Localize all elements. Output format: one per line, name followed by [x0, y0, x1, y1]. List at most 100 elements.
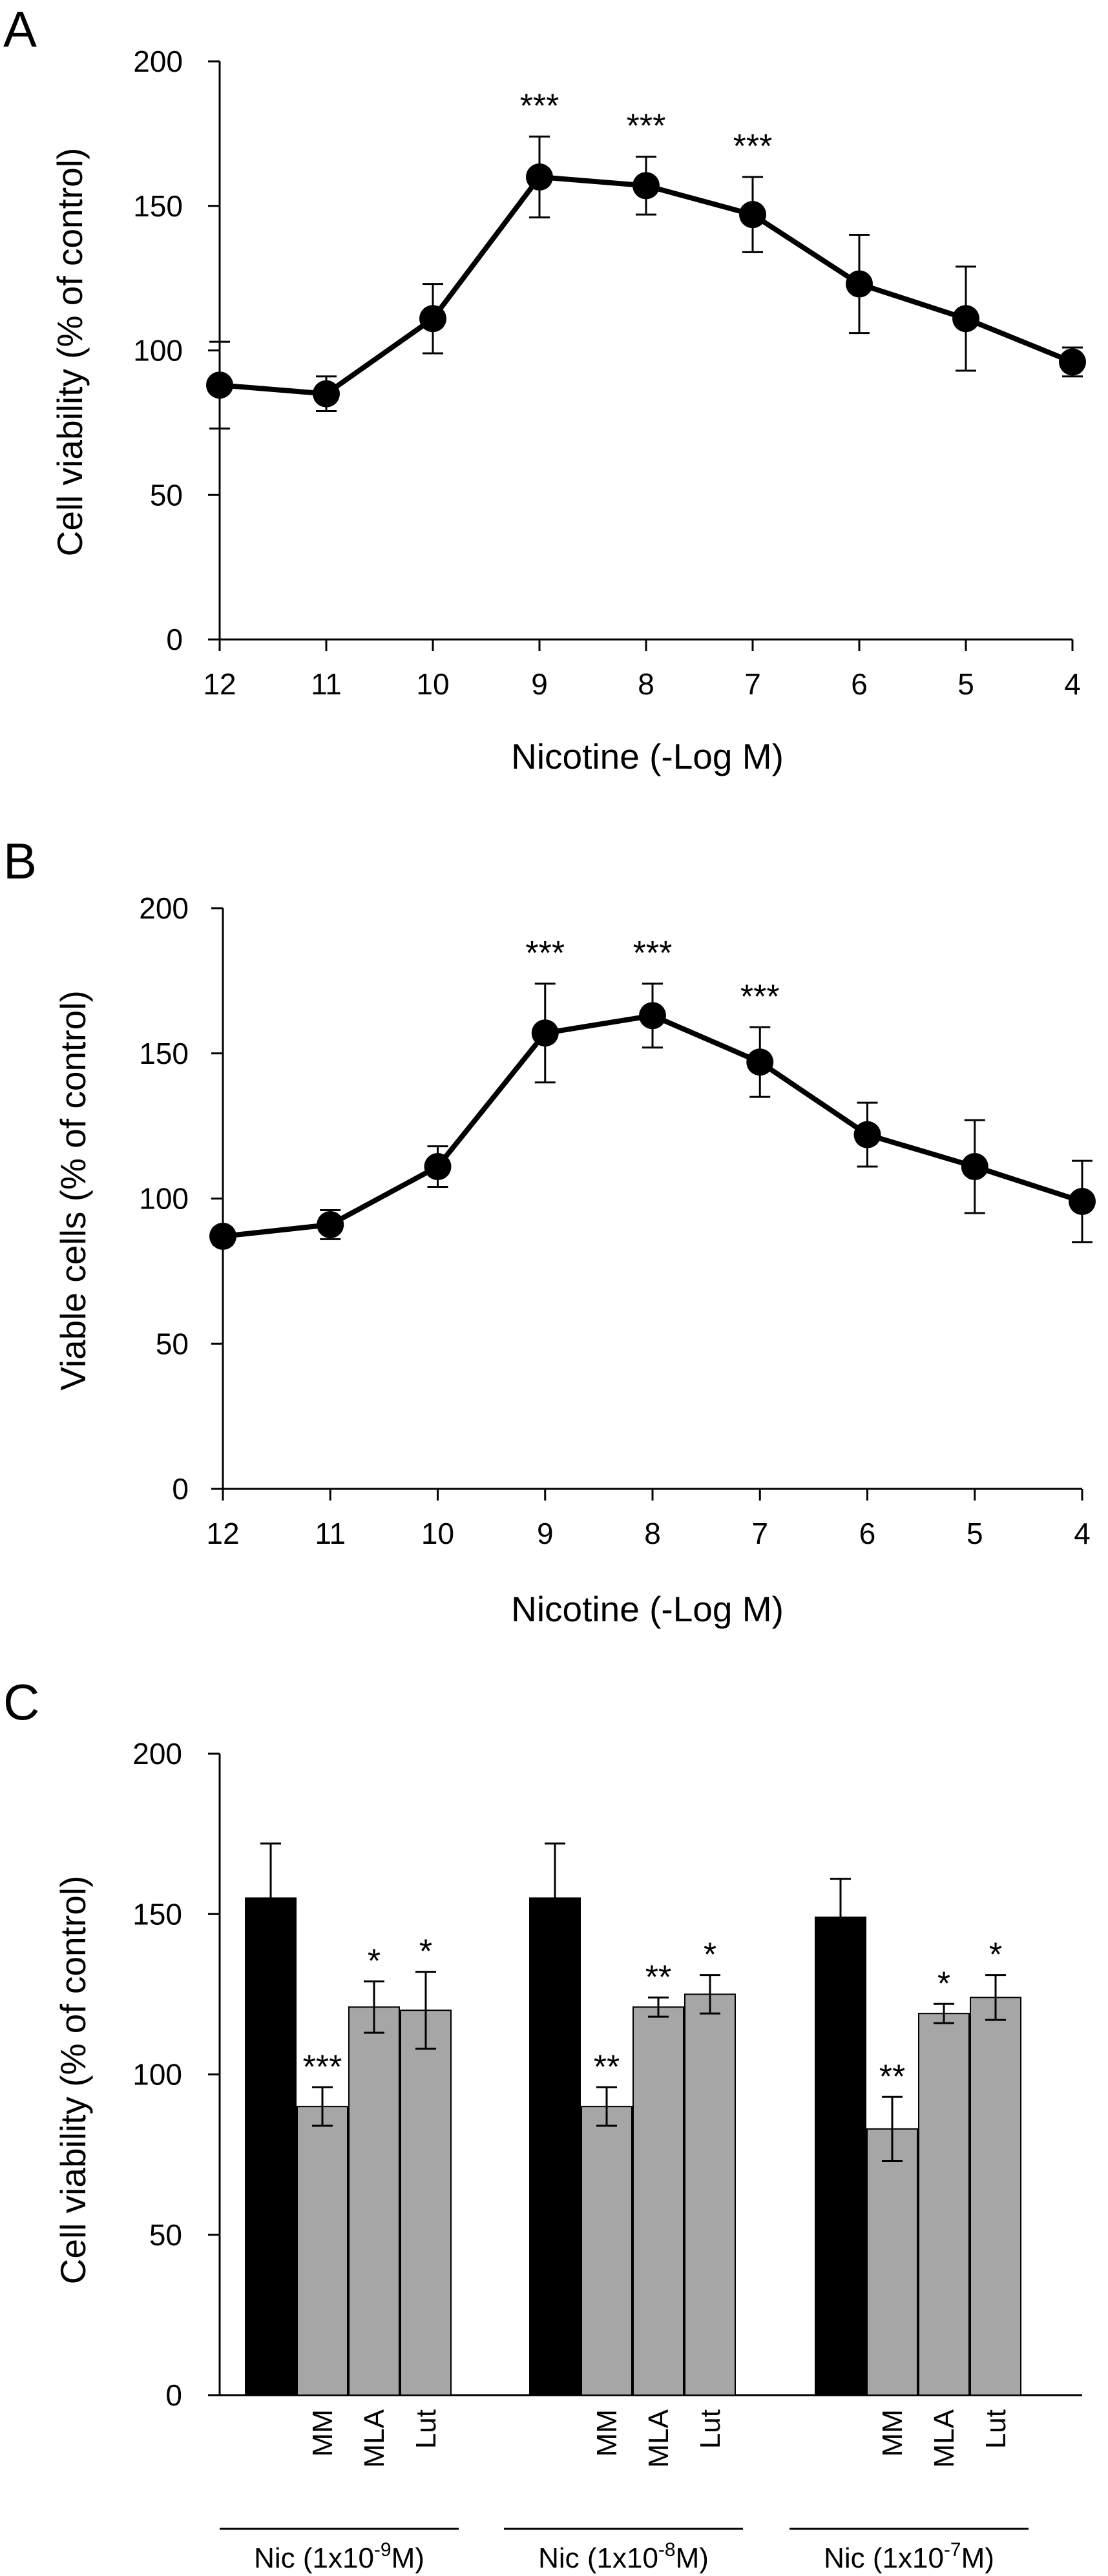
data-point [846, 270, 873, 298]
significance-label: ** [594, 2048, 620, 2086]
bar-label: MLA [928, 2409, 960, 2467]
bar [970, 1997, 1021, 2396]
significance-label: ** [879, 2058, 905, 2095]
significance-label: *** [627, 108, 666, 145]
data-point [526, 163, 553, 191]
x-tick-label: 7 [751, 1517, 768, 1550]
significance-label: * [419, 1933, 432, 1971]
series-line [222, 1013, 1083, 1239]
significance-label: *** [520, 87, 559, 125]
bar [632, 2006, 684, 2396]
group-label: Nic (1x10-9M) [254, 2539, 424, 2574]
y-tick-label: 0 [172, 1472, 189, 1506]
significance-label: *** [733, 128, 773, 165]
significance-label: * [989, 1937, 1002, 1974]
significance-label: *** [633, 935, 673, 972]
bar-label: Lut [980, 2409, 1012, 2449]
panel-letter-c: C [3, 1674, 39, 1730]
y-tick-label: 200 [139, 891, 189, 925]
data-point [961, 1153, 988, 1181]
bar-label: MM [877, 2409, 908, 2457]
data-point [853, 1121, 881, 1148]
panel-letter-b: B [3, 833, 37, 889]
x-axis-title: Nicotine (-Log M) [511, 736, 784, 776]
significance-label: * [704, 1937, 716, 1974]
x-tick-label: 6 [851, 667, 868, 701]
bar-label: MM [307, 2409, 339, 2457]
y-axis-title: Cell viability (% of control) [53, 1876, 93, 2285]
y-tick-label: 100 [133, 334, 183, 368]
y-tick-label: 50 [150, 478, 183, 512]
x-tick-label: 11 [311, 667, 342, 701]
data-point [739, 201, 766, 229]
x-axis-title: Nicotine (-Log M) [511, 1589, 784, 1629]
y-tick-label: 100 [139, 1182, 189, 1216]
significance-label: *** [303, 2048, 342, 2086]
significance-label: ** [645, 1958, 671, 1996]
data-point [632, 172, 660, 200]
significance-label: * [937, 1965, 950, 2002]
group-label: Nic (1x10-7M) [824, 2539, 994, 2574]
data-point [1069, 1187, 1096, 1215]
x-tick-label: 6 [859, 1517, 876, 1550]
x-tick-label: 12 [203, 667, 236, 701]
x-tick-label: 10 [416, 667, 449, 701]
data-point [531, 1019, 559, 1047]
x-tick-label: 4 [1064, 667, 1081, 701]
data-point [209, 1222, 236, 1250]
bar-label: Lut [410, 2409, 442, 2449]
x-tick-label: 10 [421, 1517, 454, 1550]
data-point [952, 305, 979, 333]
y-tick-label: 150 [139, 1037, 189, 1070]
panel-b: B 0 50 100 150 200 12 11 10 9 8 7 6 5 4 *** *** *** Via… [3, 833, 1096, 1629]
data-point [419, 305, 446, 333]
y-tick-label: 50 [156, 1327, 189, 1360]
y-tick-label: 100 [132, 2058, 182, 2092]
data-point [424, 1153, 452, 1181]
bar-label: Lut [695, 2409, 726, 2449]
bar [245, 1897, 297, 2396]
x-tick-label: 5 [967, 1517, 983, 1550]
y-axis-title: Cell viability (% of control) [50, 148, 90, 557]
bar-label: MM [591, 2409, 623, 2457]
y-tick-label: 200 [133, 45, 183, 78]
bar-label: MLA [359, 2409, 390, 2467]
x-tick-label: 9 [531, 667, 548, 701]
x-tick-label: 8 [644, 1517, 661, 1550]
data-point [313, 380, 340, 408]
bar [866, 2128, 918, 2396]
panel-letter-a: A [3, 1, 37, 57]
x-tick-label: 5 [957, 667, 974, 701]
y-tick-label: 50 [149, 2218, 182, 2252]
data-point [746, 1048, 774, 1076]
bar [918, 2013, 970, 2396]
panel-a: A 0 50 100 150 200 12 11 10 9 8 7 6 5 4 *** *** *** Cel… [3, 1, 1086, 776]
bar [348, 2006, 400, 2396]
significance-label: *** [740, 978, 780, 1015]
data-point [639, 1002, 666, 1030]
y-tick-label: 0 [165, 2378, 182, 2412]
x-tick-label: 11 [315, 1517, 346, 1550]
y-tick-label: 150 [132, 1897, 182, 1931]
y-axis-title: Viable cells (% of control) [53, 990, 93, 1391]
x-tick-label: 4 [1074, 1517, 1091, 1550]
bar [581, 2106, 632, 2396]
data-point [317, 1210, 344, 1238]
x-tick-label: 9 [537, 1517, 554, 1550]
x-tick-label: 8 [638, 667, 654, 701]
bar [529, 1897, 581, 2396]
y-tick-label: 0 [166, 623, 183, 656]
significance-label: * [368, 1943, 381, 1980]
data-point [1059, 348, 1086, 376]
data-point [206, 371, 233, 399]
significance-label: *** [525, 935, 565, 972]
bar [297, 2106, 348, 2396]
y-tick-label: 150 [133, 189, 183, 223]
bar [400, 2010, 452, 2396]
y-tick-label: 200 [132, 1737, 182, 1771]
bar [815, 1916, 866, 2396]
bar [684, 1993, 736, 2396]
x-tick-label: 7 [744, 667, 761, 701]
